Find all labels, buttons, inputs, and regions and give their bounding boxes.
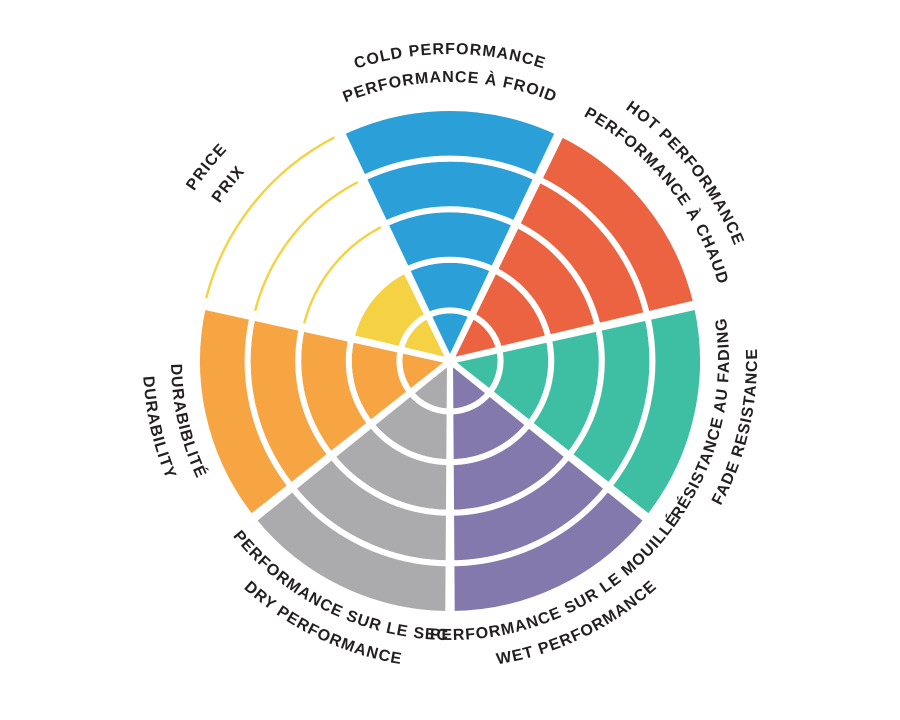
- sector-wet-ring-5: [448, 485, 650, 617]
- sector-price-ring-4-outline: [254, 181, 359, 312]
- label-cold-fr: PERFORMANCE À FROID: [341, 69, 560, 106]
- label-cold-en: COLD PERFORMANCE: [352, 41, 548, 73]
- sector-cold-ring-5: [338, 105, 562, 182]
- sector-price-ring-2: [348, 267, 431, 353]
- sector-dry-ring-5: [250, 485, 452, 617]
- sector-durability-ring-5: [194, 303, 294, 521]
- sector-fade-ring-5: [606, 303, 706, 521]
- sector-price-ring-5-outline: [205, 136, 336, 299]
- sector-price-ring-3-outline: [303, 226, 382, 324]
- sector-hot-ring-5: [536, 130, 700, 318]
